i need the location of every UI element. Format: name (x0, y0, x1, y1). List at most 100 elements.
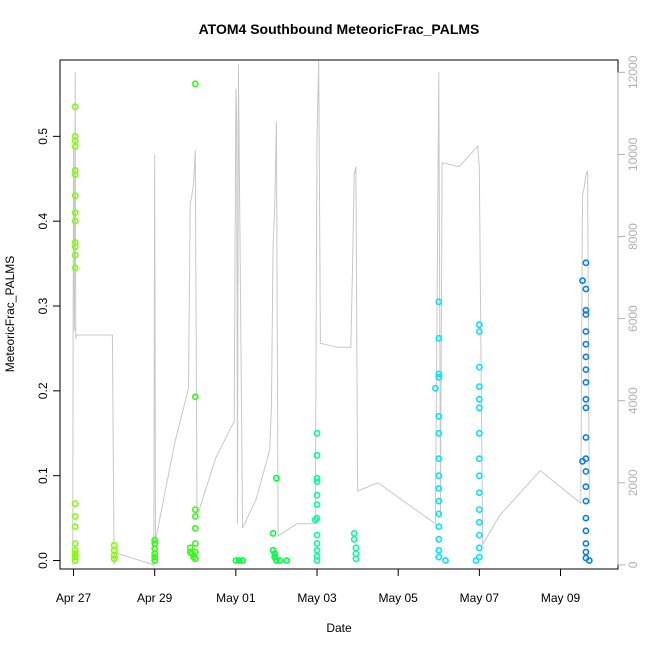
data-point (71, 143, 79, 150)
data-point (313, 474, 321, 482)
data-point (191, 513, 199, 520)
data-point (435, 455, 443, 463)
data-point (475, 328, 483, 335)
data-point (71, 546, 79, 554)
data-point (582, 483, 590, 491)
data-point (239, 557, 246, 564)
data-point (582, 378, 590, 386)
x-tick-label: May 05 (379, 591, 419, 605)
data-point (71, 217, 79, 225)
data-point (313, 557, 321, 564)
data-point (350, 535, 358, 543)
data-point (313, 546, 321, 554)
data-point (435, 523, 443, 530)
data-point (186, 544, 194, 552)
data-point (582, 548, 590, 556)
data-point (235, 557, 243, 564)
data-point (435, 546, 443, 554)
x-tick-label: May 03 (297, 591, 337, 605)
data-point (71, 166, 79, 174)
y-tick-label: 0.5 (36, 128, 50, 145)
data-point (435, 429, 443, 437)
y2-tick-label: 8000 (626, 223, 640, 250)
data-point (151, 550, 159, 558)
data-point (191, 548, 199, 556)
data-point (475, 472, 483, 480)
data-point (582, 306, 590, 314)
points-layer (71, 80, 593, 564)
data-point (276, 557, 284, 564)
data-point (352, 555, 360, 563)
data-point (475, 395, 483, 403)
data-point (71, 500, 79, 508)
y2-tick-label: 2000 (626, 469, 640, 496)
data-point (71, 192, 79, 200)
data-point (350, 530, 358, 537)
y2-tick-label: 12000 (626, 55, 640, 89)
data-point (582, 395, 590, 403)
y2-axis: 0 2000 4000 6000 8000 10000 12000 (617, 55, 640, 568)
data-point (191, 540, 199, 547)
data-point (582, 311, 590, 318)
data-point (442, 557, 449, 564)
data-point (151, 557, 159, 564)
data-point (191, 555, 199, 563)
data-point (232, 557, 240, 564)
data-point (582, 285, 590, 293)
x-tick-label: May 09 (541, 591, 581, 605)
x-tick-label: May 01 (216, 591, 256, 605)
data-point (272, 557, 280, 564)
data-point (475, 383, 483, 390)
data-point (191, 80, 199, 88)
data-point (283, 557, 290, 564)
data-point (475, 455, 483, 463)
data-point (435, 412, 443, 420)
data-point (71, 540, 79, 547)
data-point (71, 553, 79, 561)
y-tick-label: 0.2 (36, 382, 50, 399)
y2-tick-label: 4000 (626, 387, 640, 414)
data-point (272, 474, 280, 482)
y2-tick-label: 6000 (626, 305, 640, 332)
data-point (582, 497, 590, 505)
data-point (435, 510, 443, 518)
data-point (110, 552, 118, 559)
y-axis-label: MeteoricFrac_PALMS (3, 256, 17, 372)
data-point (151, 536, 159, 544)
data-point (582, 340, 590, 348)
data-point (435, 334, 443, 342)
altitude-layer (72, 59, 590, 566)
data-point (191, 524, 199, 532)
data-point (71, 264, 79, 272)
data-point (435, 373, 443, 381)
data-point (271, 550, 279, 558)
data-point (582, 527, 590, 535)
data-point (269, 546, 277, 554)
data-point (71, 243, 79, 250)
data-point (352, 544, 360, 552)
data-point (582, 455, 590, 463)
data-point (313, 429, 321, 437)
chart-title: ATOM4 Southbound MeteoricFrac_PALMS (199, 21, 480, 37)
x-axis: Apr 27 Apr 29 May 01 May 03 May 05 May 07 May … (56, 568, 581, 605)
data-point (313, 552, 321, 560)
data-point (191, 393, 199, 401)
data-point (313, 491, 321, 499)
data-point (582, 467, 590, 475)
x-tick-label: May 07 (460, 591, 500, 605)
data-point (313, 478, 321, 485)
data-point (191, 506, 199, 513)
data-point (582, 540, 590, 547)
data-point (475, 429, 483, 437)
data-point (582, 366, 590, 373)
altitude-line (72, 59, 590, 566)
data-point (431, 384, 439, 392)
data-point (311, 516, 319, 524)
data-point (585, 557, 593, 564)
data-point (71, 171, 79, 178)
data-point (475, 531, 483, 539)
data-point (71, 132, 79, 140)
data-point (435, 298, 443, 306)
x-axis-label: Date (326, 621, 352, 635)
x-tick-label: Apr 29 (137, 591, 173, 605)
